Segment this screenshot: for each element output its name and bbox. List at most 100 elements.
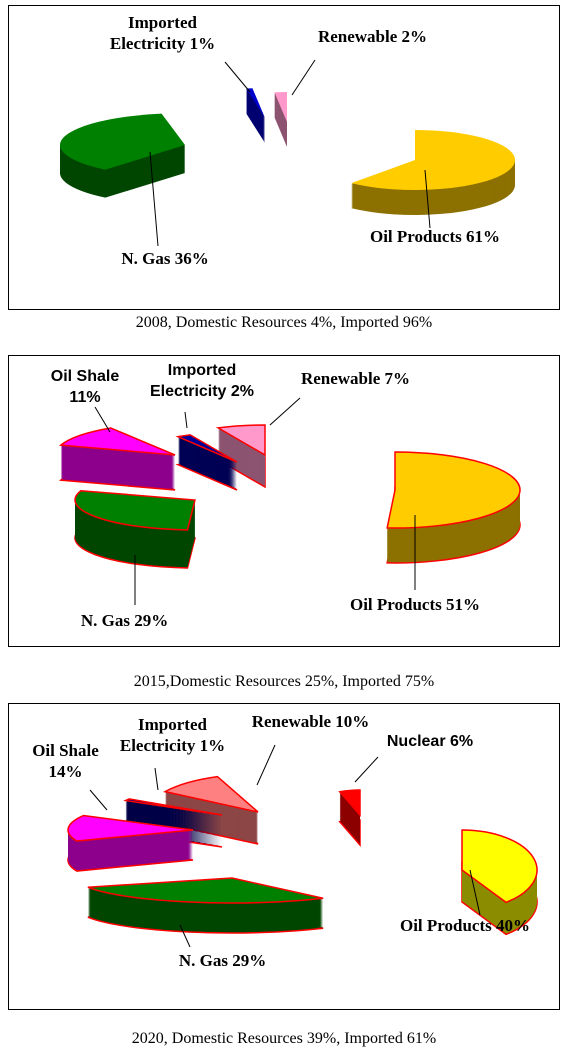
slice-side (246, 95, 265, 125)
slice-top (461, 829, 538, 904)
slice-side (246, 99, 265, 129)
pie-slice (246, 88, 265, 143)
label-text: 14% (48, 762, 83, 781)
label-text: 61% (466, 227, 501, 246)
pie-slice (351, 130, 515, 216)
label-text: Renewable (300, 369, 381, 388)
leader-line (256, 744, 276, 786)
slice-side (246, 92, 265, 122)
slice-side (246, 100, 265, 130)
leader-line (291, 59, 316, 96)
slice-label: Oil Products 61% (355, 226, 515, 247)
label-text: Oil Products (349, 595, 442, 614)
slice-label: N. Gas 29% (160, 950, 285, 971)
slice-label: Oil Products 40% (385, 915, 545, 936)
label-text: Oil Products (399, 916, 492, 935)
chart-caption: 2008, Domestic Resources 4%, Imported 96… (135, 314, 433, 331)
chart-frame (8, 355, 560, 647)
slice-side (246, 101, 265, 131)
label-text: 40% (496, 916, 531, 935)
leader-line (94, 406, 111, 433)
slice-side (246, 97, 265, 127)
slice-side (246, 111, 265, 141)
slice-side (246, 102, 265, 132)
chart-caption: 2015,Domestic Resources 25%, Imported 75… (133, 673, 435, 690)
slice-side (246, 98, 265, 128)
slice-top (175, 434, 238, 463)
leader-line (269, 397, 301, 426)
slice-top (74, 489, 196, 531)
chart-caption: 2020, Domestic Resources 39%, Imported 6… (131, 1030, 437, 1047)
slice-side (246, 113, 265, 143)
label-text: 7% (384, 369, 411, 388)
slice-label: Renewable 2% (305, 26, 440, 47)
slice-top (246, 88, 265, 118)
slice-side (246, 112, 265, 142)
slice-label: Imported Electricity 1% (100, 12, 225, 54)
slice-label: Oil Products 51% (330, 594, 500, 615)
pie-slice (67, 814, 194, 872)
slice-label: Renewable 7% (288, 368, 423, 389)
slice-top (386, 451, 521, 529)
label-text: 29% (134, 611, 169, 630)
label-text: 29% (232, 951, 267, 970)
pie-slice (338, 789, 361, 848)
slice-side (246, 110, 265, 140)
label-text: Imported Electricity (149, 362, 237, 400)
leader-line (354, 756, 379, 783)
label-text: Nuclear (386, 733, 446, 750)
slice-side (246, 93, 265, 123)
slice-label: Nuclear 6% (370, 731, 490, 752)
label-text: 51% (446, 595, 481, 614)
label-text: Renewable (317, 27, 398, 46)
slice-label: N. Gas 36% (100, 248, 230, 269)
label-text: N. Gas (178, 951, 228, 970)
leader-line (424, 169, 431, 229)
slice-label: Imported Electricity 1% (115, 714, 230, 756)
label-text: Oil Shale (50, 368, 120, 385)
pie-slice (215, 424, 266, 489)
label-text: Renewable (251, 712, 332, 731)
slice-side (246, 103, 265, 133)
leader-line (149, 151, 159, 247)
slice-top (123, 798, 223, 816)
leader-line (184, 411, 188, 429)
label-text: Imported Electricity (119, 715, 207, 755)
pie-slice (461, 829, 538, 936)
pie-slice (386, 451, 521, 564)
slice-top (67, 814, 194, 842)
slice-side (246, 109, 265, 139)
label-text: Oil Products (369, 227, 462, 246)
slice-label: Renewable 10% (238, 711, 383, 732)
slice-side (246, 90, 265, 120)
slice-top (274, 92, 287, 122)
slice-label: Oil Shale 11% (45, 366, 125, 408)
slice-side (246, 107, 265, 137)
label-text: 2% (401, 27, 428, 46)
slice-side (246, 91, 265, 121)
slice-side (246, 106, 265, 136)
slice-side (246, 89, 265, 119)
chart-frame (8, 703, 560, 1010)
label-text: 11% (69, 389, 101, 406)
slice-side (246, 94, 265, 124)
slice-label: Imported Electricity 2% (132, 360, 272, 402)
pie-slice (274, 92, 287, 147)
leader-line (89, 789, 108, 811)
pie-slice (58, 427, 176, 491)
label-text: N. Gas (121, 249, 171, 268)
slice-top (338, 789, 361, 818)
slice-side (246, 104, 265, 134)
slice-top (60, 113, 185, 170)
slice-top (162, 775, 259, 813)
leader-line (224, 61, 251, 93)
pie-slice (60, 113, 186, 198)
pie-slice (74, 489, 196, 569)
pie-slice (87, 877, 324, 934)
pie-slice (175, 434, 238, 491)
leader-line (179, 924, 191, 948)
label-text: 1% (199, 736, 226, 755)
slice-top (87, 877, 324, 904)
